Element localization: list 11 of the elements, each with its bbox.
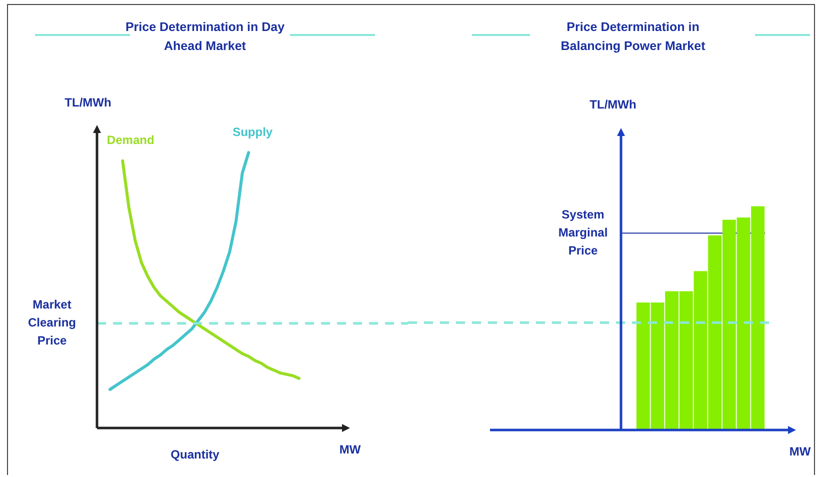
ref-line-label: System Marginal Price: [558, 207, 608, 258]
chart-title: Price Determination in Day Ahead Market: [124, 19, 286, 55]
y-axis-title: TL/MWh: [590, 97, 636, 112]
x-axis-title: MW: [789, 444, 812, 458]
series-label: Demand: [106, 133, 154, 148]
chart-title: Price Determination in Balancing Power Market: [560, 19, 706, 55]
y-axis-title: TL/MWh: [64, 95, 112, 110]
x-axis-title: Quantity: [170, 447, 220, 462]
text: MW: [339, 442, 362, 456]
ref-line-label: Market Clearing Price: [28, 298, 76, 348]
series-label: Supply: [232, 124, 273, 139]
